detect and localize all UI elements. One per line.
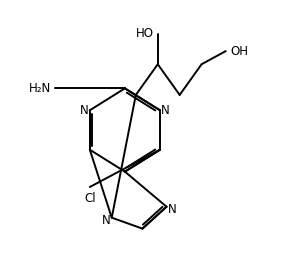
Text: HO: HO <box>135 27 153 40</box>
Text: N: N <box>80 104 89 117</box>
Text: H₂N: H₂N <box>29 82 51 95</box>
Text: OH: OH <box>230 45 248 58</box>
Text: N: N <box>167 203 176 216</box>
Text: N: N <box>161 104 170 117</box>
Text: Cl: Cl <box>84 192 96 205</box>
Text: N: N <box>102 214 111 227</box>
